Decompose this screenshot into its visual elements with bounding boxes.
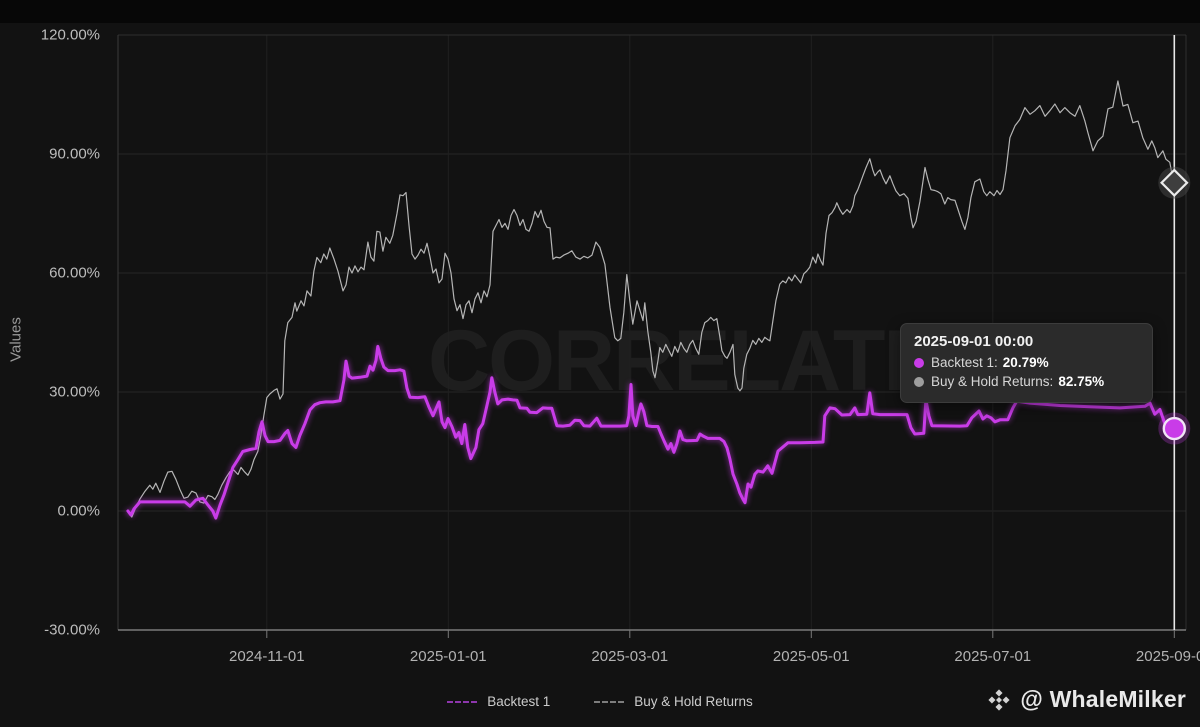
tooltip-backtest-label: Backtest 1: <box>931 355 998 370</box>
y-axis-tick-label: 120.00% <box>40 26 100 44</box>
x-axis-tick-label: 2025-07-01 <box>954 648 1032 665</box>
x-axis-tick-label: 2025-03-01 <box>591 648 669 665</box>
tooltip-date-title: 2025-09-01 00:00 <box>914 333 1034 350</box>
chart-tooltip: 2025-09-01 00:00 Backtest 1: 20.79% Buy … <box>900 323 1153 403</box>
x-axis-tick-label: 2025-05-01 <box>772 648 850 665</box>
chart-legend: Backtest 1 Buy & Hold Returns <box>0 694 1200 709</box>
legend-backtest-label: Backtest 1 <box>487 694 551 709</box>
y-axis-tick-label: 60.00% <box>49 264 100 282</box>
branding-text: @ WhaleMilker <box>1020 686 1186 712</box>
y-axis-tick-label: 30.00% <box>49 383 100 401</box>
buyhold-series-dot-icon <box>914 376 924 387</box>
legend-item-buyhold[interactable]: Buy & Hold Returns <box>594 694 753 709</box>
legend-buyhold-label: Buy & Hold Returns <box>634 694 753 709</box>
tooltip-row-buyhold: Buy & Hold Returns: 82.75% <box>914 372 1139 391</box>
series-line-buy-hold-returns <box>127 80 1175 518</box>
y-axis-tick-label: 0.00% <box>57 502 100 520</box>
y-axis-title: Values <box>7 317 25 362</box>
legend-item-backtest[interactable]: Backtest 1 <box>447 694 550 709</box>
top-letterbox-strip <box>0 0 1200 23</box>
x-axis-tick-label: 2025-09-01 <box>1135 648 1200 665</box>
buyhold-line-swatch-icon <box>594 700 625 703</box>
binance-logo-icon <box>988 688 1010 711</box>
x-axis-tick-label: 2025-01-01 <box>409 648 487 665</box>
branding-watermark: @ WhaleMilker <box>986 686 1186 713</box>
tooltip-buyhold-label: Buy & Hold Returns: <box>931 374 1054 389</box>
backtest-circle-marker-icon <box>1162 416 1187 441</box>
x-axis-tick-label: 2024-11-01 <box>228 648 305 665</box>
y-axis-tick-label: -30.00% <box>44 621 100 639</box>
tooltip-buyhold-value: 82.75% <box>1058 374 1105 389</box>
tooltip-backtest-value: 20.79% <box>1002 355 1049 370</box>
backtest-series-dot-icon <box>914 357 924 368</box>
buyhold-diamond-marker-icon <box>1160 168 1189 198</box>
y-axis-tick-label: 90.00% <box>49 145 100 163</box>
backtest-line-swatch-icon <box>447 700 478 703</box>
series-line-backtest-1 <box>126 344 1176 520</box>
tooltip-row-backtest: Backtest 1: 20.79% <box>914 353 1139 372</box>
